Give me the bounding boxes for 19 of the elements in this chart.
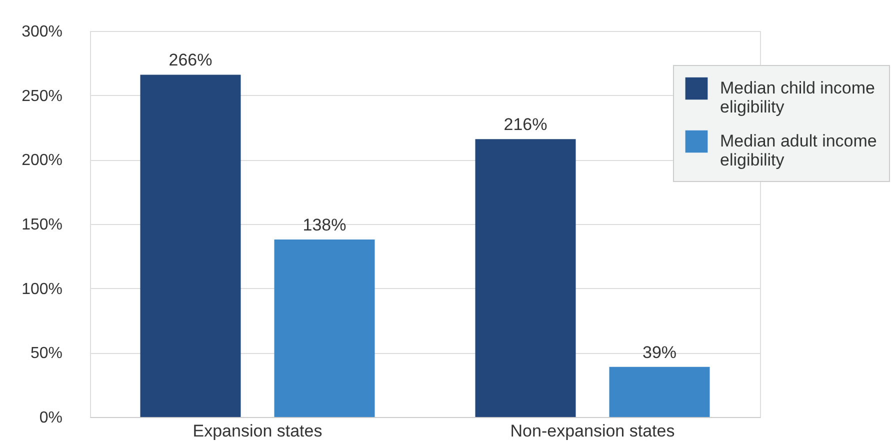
text: 39% [642, 342, 677, 362]
bar [140, 74, 241, 417]
y-tick-label: 300% [22, 24, 62, 40]
legend-label: Median adult income eligibility [720, 132, 877, 170]
text: 216% [504, 115, 548, 134]
bar [274, 239, 375, 417]
bar [475, 139, 576, 417]
y-tick-label: 250% [22, 88, 62, 105]
text: 138% [302, 215, 346, 234]
y-tick-label: 50% [30, 345, 62, 362]
bar [609, 366, 710, 417]
y-tick-label: 0% [39, 410, 62, 426]
y-tick-label: 150% [22, 216, 62, 234]
text: 266% [168, 50, 212, 70]
x-tick-label: Expansion states [192, 422, 322, 440]
legend-label: Median child income eligibility [720, 78, 875, 116]
y-tick-label: 200% [22, 152, 62, 170]
x-tick-label: Non-expansion states [510, 422, 675, 440]
y-tick-label: 100% [22, 280, 62, 298]
